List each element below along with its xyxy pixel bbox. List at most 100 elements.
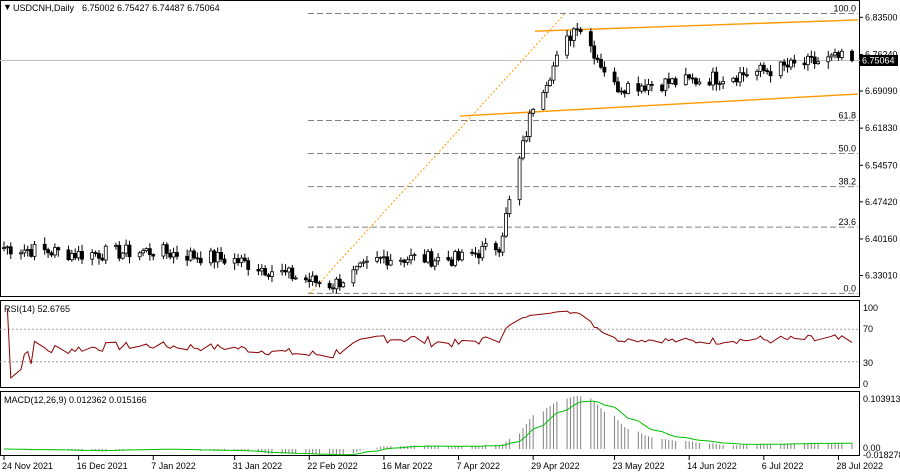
channel-upper-line bbox=[534, 19, 859, 32]
candle-body bbox=[100, 257, 105, 261]
candle-body bbox=[259, 268, 264, 272]
rsi-panel bbox=[0, 300, 860, 388]
candle-body bbox=[209, 250, 213, 264]
candle-body bbox=[307, 279, 312, 282]
rsi-level-0: 0 bbox=[863, 379, 868, 389]
candle-body bbox=[497, 249, 502, 253]
candle-body bbox=[69, 253, 74, 261]
candle-body bbox=[310, 275, 315, 282]
candle-body bbox=[337, 278, 342, 288]
price-channel bbox=[0, 19, 860, 117]
candle-body bbox=[517, 157, 522, 201]
candle-body bbox=[32, 243, 37, 257]
chart-header-arrow: ▼ bbox=[3, 2, 12, 12]
time-tick-label: 16 Mar 2022 bbox=[382, 461, 433, 471]
macd-panel bbox=[0, 391, 860, 456]
time-tick-label: 24 Nov 2021 bbox=[2, 461, 53, 471]
candle-body bbox=[168, 252, 173, 258]
candle-body bbox=[504, 213, 508, 237]
rsi-level-100: 100 bbox=[863, 303, 878, 313]
candle-body bbox=[792, 59, 797, 64]
candle-body bbox=[663, 78, 668, 92]
fib-label-50.0: 50.0 bbox=[838, 144, 856, 154]
candle-body bbox=[246, 260, 251, 270]
candle-body bbox=[263, 268, 268, 276]
candle-body bbox=[521, 140, 525, 159]
candle-body bbox=[826, 56, 831, 63]
candle-body bbox=[426, 251, 430, 263]
candle-body bbox=[639, 85, 644, 92]
candle-body bbox=[646, 83, 651, 91]
candle-body bbox=[93, 252, 98, 254]
candle-body bbox=[707, 81, 712, 86]
candle-body bbox=[456, 251, 461, 261]
candle-body bbox=[575, 28, 580, 31]
candle-body bbox=[185, 255, 190, 261]
candle-body bbox=[117, 244, 122, 259]
candle-body bbox=[782, 61, 787, 66]
candle-body bbox=[120, 252, 125, 259]
time-tick-label: 28 Jul 2022 bbox=[836, 461, 883, 471]
candle-body bbox=[256, 269, 261, 272]
time-tick-label: 6 Jul 2022 bbox=[762, 461, 804, 471]
candle-body bbox=[378, 256, 383, 259]
candle-body bbox=[554, 54, 559, 67]
channel-lower-line bbox=[459, 93, 859, 117]
candle-body bbox=[5, 246, 10, 249]
candle-body bbox=[8, 246, 13, 255]
candle-body bbox=[22, 249, 27, 254]
candle-body bbox=[758, 64, 763, 72]
candle-body bbox=[812, 56, 817, 65]
candle-body bbox=[622, 90, 627, 94]
candle-body bbox=[660, 84, 664, 92]
current-price-text: 6.75064 bbox=[862, 56, 895, 66]
candle-body bbox=[56, 247, 61, 251]
candle-body bbox=[765, 70, 770, 73]
time-tick-label: 31 Jan 2022 bbox=[233, 461, 283, 471]
candle-body bbox=[382, 256, 386, 259]
candle-body bbox=[341, 282, 346, 288]
candle-body bbox=[527, 112, 532, 137]
candle-body bbox=[164, 244, 169, 254]
candle-body bbox=[314, 275, 318, 283]
price-tick-label: 6.33010 bbox=[865, 270, 898, 280]
candle-body bbox=[595, 57, 600, 60]
candle-body bbox=[673, 78, 678, 86]
candle-body bbox=[449, 259, 454, 266]
candle-body bbox=[436, 257, 441, 262]
candle-body bbox=[49, 252, 54, 256]
price-tick-label: 6.47420 bbox=[865, 197, 898, 207]
candle-body bbox=[375, 257, 380, 262]
candle-body bbox=[836, 52, 841, 58]
candle-body bbox=[507, 199, 512, 214]
candle-body bbox=[470, 251, 474, 254]
rsi-level-70: 70 bbox=[863, 324, 873, 334]
candle-body bbox=[690, 77, 695, 80]
candle-body bbox=[839, 50, 844, 58]
candle-body bbox=[351, 269, 356, 284]
macd-label: MACD(12,26,9) 0.012362 0.015166 bbox=[4, 395, 147, 405]
price-tick-label: 6.40160 bbox=[865, 234, 898, 244]
candle-body bbox=[670, 78, 675, 84]
candle-body bbox=[789, 59, 793, 68]
candlesticks bbox=[2, 22, 854, 294]
candle-body bbox=[52, 247, 57, 256]
candle-body bbox=[687, 74, 692, 79]
candle-body bbox=[544, 85, 549, 93]
fib-label-38.2: 38.2 bbox=[838, 177, 856, 187]
candle-body bbox=[446, 257, 451, 261]
candle-body bbox=[103, 245, 108, 261]
time-tick-label: 16 Dec 2021 bbox=[77, 461, 128, 471]
candle-body bbox=[212, 250, 217, 263]
candle-body bbox=[731, 77, 736, 82]
candle-body bbox=[215, 251, 220, 263]
candle-body bbox=[483, 243, 488, 247]
rsi-line bbox=[6, 309, 853, 380]
candle-body bbox=[809, 55, 814, 58]
candle-body bbox=[412, 254, 417, 257]
candle-body bbox=[541, 92, 546, 110]
candle-body bbox=[365, 260, 369, 263]
candle-body bbox=[141, 250, 145, 254]
price-tick-label: 6.61830 bbox=[865, 123, 898, 133]
